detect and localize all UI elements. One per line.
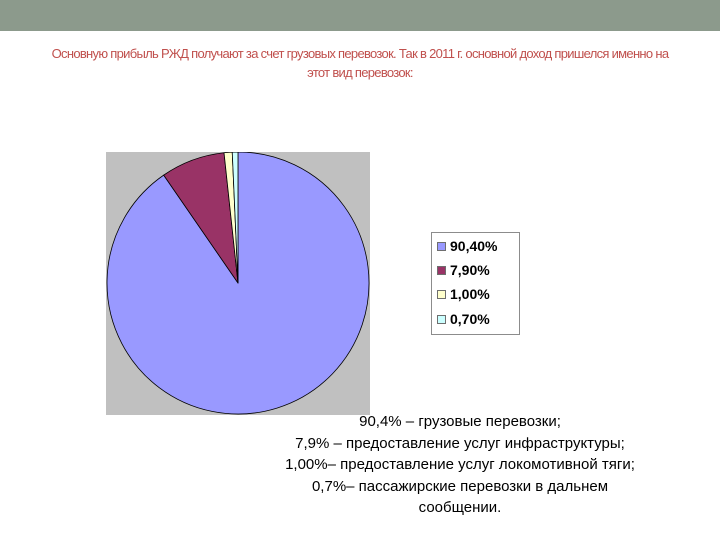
legend-item-1: 90,40% — [437, 237, 497, 255]
legend-swatch-3 — [437, 289, 446, 299]
description: 90,4% – грузовые перевозки; 7,9% – предо… — [240, 411, 680, 519]
chart-panel — [106, 152, 370, 415]
legend-label-4: 0,70% — [450, 311, 490, 327]
pie-slice-4 — [231, 152, 239, 284]
slide-heading: Основную прибыль РЖД получают за счет гр… — [51, 46, 669, 80]
description-line-1: 90,4% – грузовые перевозки; — [359, 413, 561, 430]
pie-chart — [106, 152, 370, 415]
description-line-5: сообщении. — [418, 499, 502, 516]
description-line-3: 1,00%– предоставление услуг локомотивной… — [285, 456, 635, 473]
legend-swatch-4 — [437, 314, 446, 324]
legend-label-2: 7,90% — [450, 262, 490, 278]
legend-item-4: 0,70% — [437, 310, 490, 328]
description-line-4: 0,7%– пассажирские перевозки в дальнем — [311, 477, 609, 495]
top-bar — [0, 0, 720, 31]
legend-label-3: 1,00% — [450, 286, 490, 302]
description-line-2: 7,9% – предоставление услуг инфраструкту… — [295, 434, 625, 452]
chart-legend: 90,40% 7,90% 1,00% 0,70% — [431, 232, 520, 335]
legend-swatch-2 — [437, 265, 446, 275]
legend-item-2: 7,90% — [437, 261, 490, 279]
legend-swatch-1 — [437, 241, 446, 251]
legend-label-1: 90,40% — [450, 238, 498, 254]
legend-item-3: 1,00% — [437, 285, 490, 303]
